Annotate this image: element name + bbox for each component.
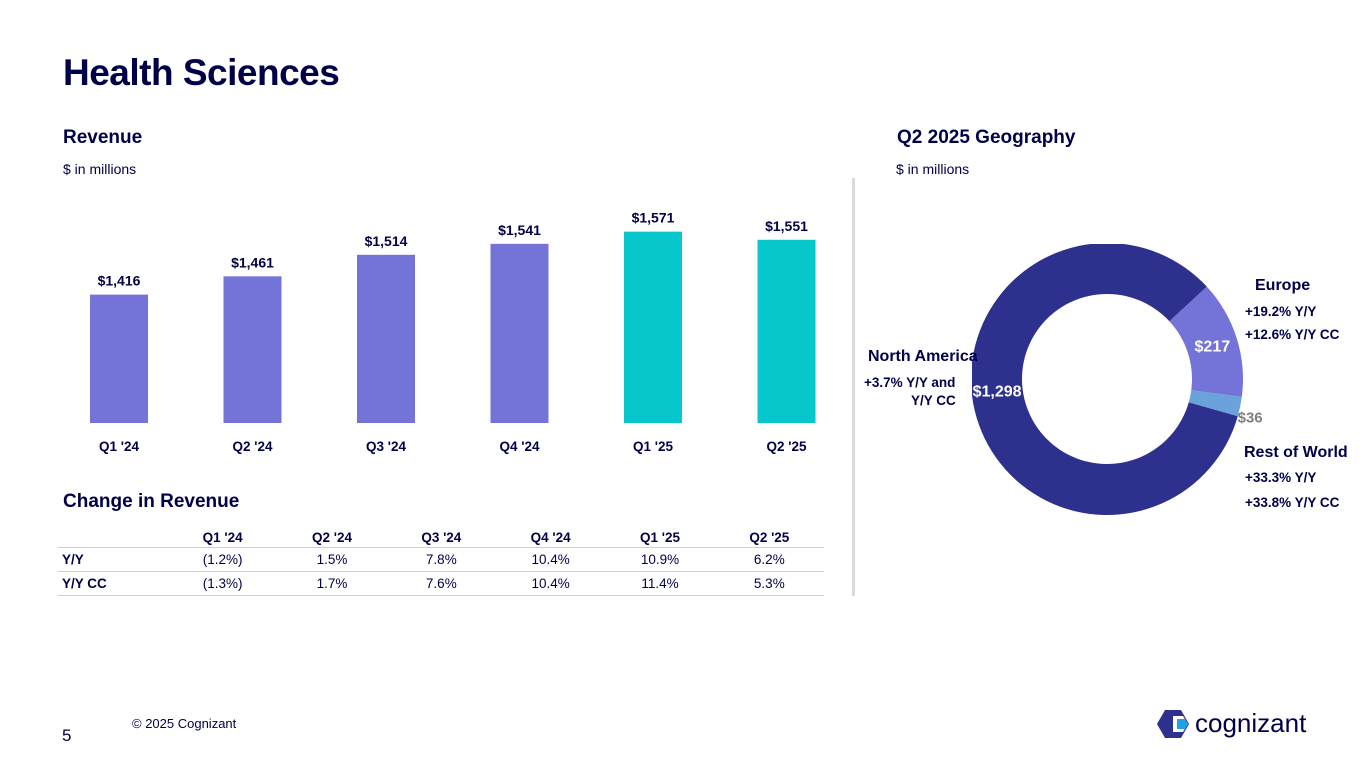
table-row: Y/Y CC (1.3%) 1.7% 7.6% 10.4% 11.4% 5.3% <box>58 571 824 596</box>
revenue-bar <box>490 243 549 423</box>
table-cell: 1.5% <box>277 547 387 572</box>
north-america-label: North America <box>868 348 978 365</box>
revenue-bar <box>223 276 282 423</box>
table-row-label: Y/Y CC <box>58 571 168 596</box>
rest-of-world-value-label: $36 <box>1238 410 1263 427</box>
change-in-revenue-table: Q1 '24 Q2 '24 Q3 '24 Q4 '24 Q1 '25 Q2 '2… <box>58 527 824 596</box>
rest-of-world-growth-yy: +33.3% Y/Y <box>1245 470 1317 485</box>
table-cell: 1.7% <box>277 571 387 596</box>
rest-of-world-slice <box>1188 390 1242 417</box>
revenue-x-tick-label: Q1 '24 <box>99 439 139 454</box>
revenue-bar-value-label: $1,541 <box>498 222 541 238</box>
revenue-bar-value-label: $1,416 <box>98 273 141 289</box>
north-america-growth-cc: Y/Y CC <box>911 393 956 408</box>
revenue-x-tick-label: Q2 '24 <box>233 439 273 454</box>
table-header-cell: Q3 '24 <box>386 527 496 548</box>
section-divider <box>852 178 855 596</box>
change-in-revenue-title: Change in Revenue <box>63 491 240 512</box>
cognizant-logo: cognizant <box>1157 708 1307 738</box>
copyright-text: © 2025 Cognizant <box>132 716 237 731</box>
geography-donut-chart: $1,298 $217 $36 <box>972 244 1263 515</box>
table-header-cell: Q4 '24 <box>495 527 606 548</box>
revenue-x-tick-label: Q1 '25 <box>633 439 673 454</box>
europe-slice <box>1169 286 1243 397</box>
revenue-x-tick-label: Q4 '24 <box>500 439 540 454</box>
cognizant-logo-text: cognizant <box>1195 708 1307 738</box>
table-cell: 11.4% <box>605 571 715 596</box>
revenue-x-tick-label: Q3 '24 <box>366 439 406 454</box>
north-america-slice <box>972 244 1238 515</box>
revenue-bar-value-label: $1,461 <box>231 254 274 270</box>
revenue-bar-value-label: $1,514 <box>365 233 408 249</box>
table-row: Y/Y (1.2%) 1.5% 7.8% 10.4% 10.9% 6.2% <box>58 547 824 572</box>
table-cell: 10.9% <box>605 547 715 572</box>
table-cell: 10.4% <box>495 547 606 572</box>
europe-value-label: $217 <box>1195 339 1231 356</box>
rest-of-world-growth-cc: +33.8% Y/Y CC <box>1245 495 1340 510</box>
table-row-label: Y/Y <box>58 547 168 572</box>
table-header-blank <box>58 527 168 548</box>
page-number: 5 <box>62 726 72 745</box>
table-header-cell: Q2 '24 <box>277 527 387 548</box>
geography-title: Q2 2025 Geography <box>897 127 1076 148</box>
revenue-title: Revenue <box>63 127 143 148</box>
revenue-x-tick-label: Q2 '25 <box>767 439 807 454</box>
table-cell: 7.6% <box>386 571 496 596</box>
revenue-unit-note: $ in millions <box>63 161 137 177</box>
north-america-growth-yy: +3.7% Y/Y and <box>864 375 956 390</box>
cognizant-logo-icon <box>1157 710 1189 738</box>
north-america-value-label: $1,298 <box>973 384 1022 401</box>
table-header-cell: Q2 '25 <box>714 527 824 548</box>
table-cell: 10.4% <box>495 571 606 596</box>
revenue-bar-value-label: $1,571 <box>632 210 675 226</box>
revenue-bar-chart: $1,416 Q1 '24 $1,461 Q2 '24 $1,514 Q3 '24 $1,5… <box>90 210 816 454</box>
revenue-bar-value-label: $1,551 <box>765 218 808 234</box>
table-cell: 6.2% <box>714 547 824 572</box>
revenue-bar <box>757 239 816 423</box>
revenue-bar <box>90 294 148 423</box>
europe-growth-cc: +12.6% Y/Y CC <box>1245 327 1340 342</box>
page-title: Health Sciences <box>63 52 340 93</box>
europe-growth-yy: +19.2% Y/Y <box>1245 304 1317 319</box>
rest-of-world-label: Rest of World <box>1244 444 1348 461</box>
revenue-bar <box>357 254 415 423</box>
revenue-bar <box>624 231 682 423</box>
table-header-cell: Q1 '24 <box>168 527 278 548</box>
table-header-row: Q1 '24 Q2 '24 Q3 '24 Q4 '24 Q1 '25 Q2 '2… <box>58 527 824 548</box>
table-cell: (1.3%) <box>168 571 278 596</box>
table-cell: 7.8% <box>386 547 496 572</box>
table-cell: (1.2%) <box>168 547 278 572</box>
table-header-cell: Q1 '25 <box>605 527 715 548</box>
geography-unit-note: $ in millions <box>896 161 970 177</box>
table-cell: 5.3% <box>714 571 824 596</box>
europe-label: Europe <box>1255 277 1311 294</box>
